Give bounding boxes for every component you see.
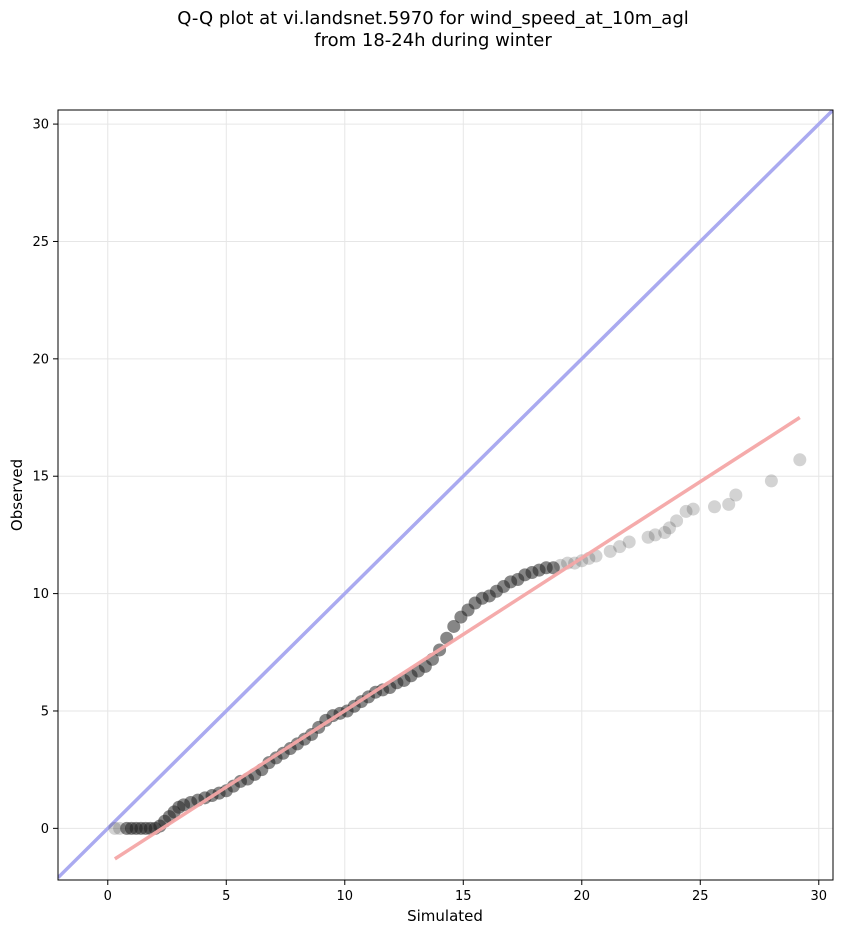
x-tick-label: 0 (104, 889, 112, 904)
y-tick-label: 0 (41, 822, 49, 837)
data-point (447, 619, 461, 633)
gridlines (58, 110, 833, 880)
x-tick-label: 30 (811, 889, 828, 904)
y-tick-label: 5 (41, 704, 49, 719)
data-point (108, 821, 122, 835)
data-point (658, 526, 672, 540)
data-point (613, 540, 627, 554)
data-point (648, 528, 662, 542)
data-point (622, 535, 636, 549)
chart-title-line-1: Q-Q plot at vi.landsnet.5970 for wind_sp… (177, 8, 689, 29)
y-axis-label: Observed (8, 459, 26, 531)
data-point (729, 488, 743, 502)
data-point (641, 530, 655, 544)
y-tick-label: 15 (32, 470, 49, 485)
x-tick-label: 10 (337, 889, 354, 904)
data-point (793, 453, 807, 467)
y-tick-label: 10 (32, 587, 49, 602)
x-tick-label: 25 (692, 889, 709, 904)
data-point (546, 561, 560, 575)
axis-ticks: 0 5 10 15 20 25 30 0 5 10 15 20 25 30 (32, 118, 827, 904)
fit-line (113, 416, 801, 861)
data-point (764, 474, 778, 488)
chart-title: Q-Q plot at vi.landsnet.5970 for wind_sp… (0, 8, 843, 52)
data-point (662, 521, 676, 535)
plot-area (58, 110, 833, 879)
x-tick-label: 20 (574, 889, 591, 904)
x-axis-label: Simulated (407, 907, 483, 925)
chart-title-line-2: from 18-24h during winter (314, 30, 552, 51)
identity-line (58, 110, 833, 879)
data-point (722, 497, 736, 511)
x-tick-label: 15 (455, 889, 472, 904)
data-point (707, 500, 721, 514)
x-tick-label: 5 (222, 889, 230, 904)
y-tick-label: 25 (32, 235, 49, 250)
data-point (603, 544, 617, 558)
y-tick-label: 30 (32, 118, 49, 133)
data-point (686, 502, 700, 516)
data-point (679, 504, 693, 518)
plot-frame (57, 109, 834, 881)
data-point (670, 514, 684, 528)
y-tick-label: 20 (32, 352, 49, 367)
